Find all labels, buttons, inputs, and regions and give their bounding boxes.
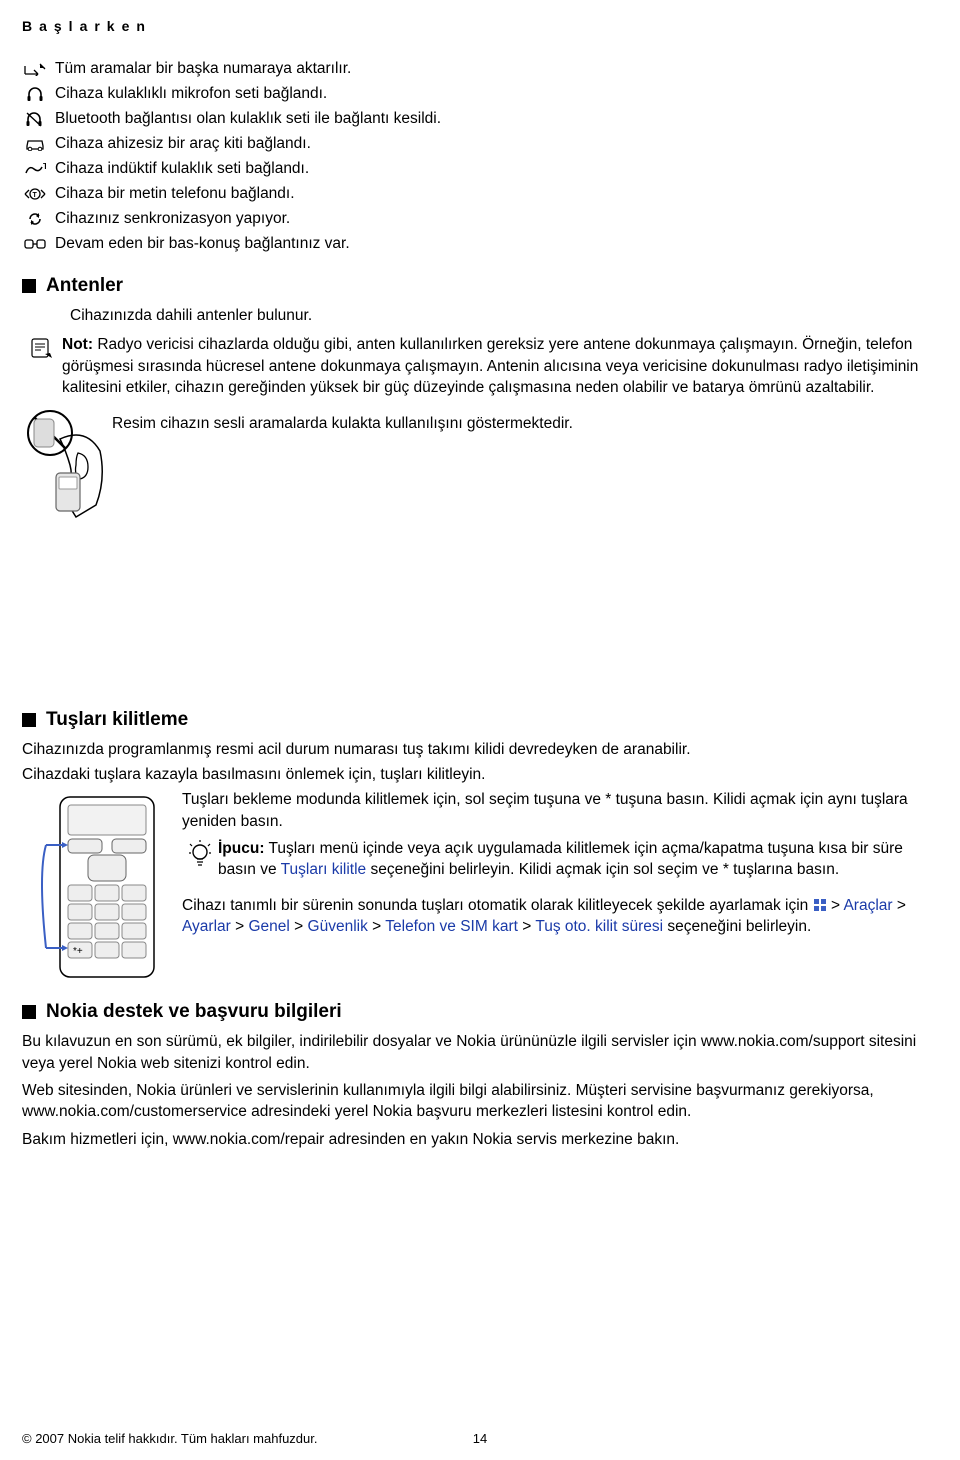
tip-body-b: seçeneğini belirleyin. Kilidi açmak için… [366, 861, 839, 878]
indicator-row: Bluetooth bağlantısı olan kulaklık seti … [22, 110, 938, 128]
p4-a: Cihazı tanımlı bir sürenin sonunda tuşla… [182, 897, 813, 914]
indicator-row: Cihazınız senkronizasyon yapıyor. [22, 210, 938, 228]
antenler-note: Not: Radyo vericisi cihazlarda olduğu gi… [62, 334, 938, 398]
nav2: Genel [249, 918, 290, 935]
antenler-p1: Cihazınızda dahili antenler bulunur. [70, 305, 938, 326]
nav1: Ayarlar [182, 918, 231, 935]
nav0: Araçlar [843, 897, 892, 914]
sep: > [231, 918, 249, 935]
ptt-icon [22, 235, 48, 253]
sync-icon [22, 210, 48, 228]
loopset-icon: T [22, 160, 48, 178]
antenler-p2: Resim cihazın sesli aramalarda kulakta k… [112, 409, 573, 434]
indicator-row: Tüm aramalar bir başka numaraya aktarılı… [22, 60, 938, 78]
indicator-row: Cihaza kulaklıklı mikrofon seti bağlandı… [22, 85, 938, 103]
menu-key-icon [813, 897, 827, 914]
note-label: Not: [62, 336, 93, 353]
svg-text:T: T [33, 192, 38, 199]
tip-label: İpucu: [218, 840, 265, 857]
indicator-row: T Cihaza bir metin telefonu bağlandı. [22, 185, 938, 203]
section-heading-tuslari: Tuşları kilitleme [22, 709, 938, 731]
indicator-text: Cihaza kulaklıklı mikrofon seti bağlandı… [55, 85, 327, 103]
indicator-row: Cihaza ahizesiz bir araç kiti bağlandı. [22, 135, 938, 153]
indicator-row: T Cihaza indüktif kulaklık seti bağlandı… [22, 160, 938, 178]
destek-p3: Bakım hizmetleri için, www.nokia.com/rep… [22, 1129, 938, 1150]
indicator-text: Bluetooth bağlantısı olan kulaklık seti … [55, 110, 441, 128]
tuslari-tip: İpucu: Tuşları menü içinde veya açık uyg… [218, 838, 938, 881]
section-heading-destek: Nokia destek ve başvuru bilgileri [22, 1001, 938, 1023]
indicator-text: Cihaza ahizesiz bir araç kiti bağlandı. [55, 135, 311, 153]
sep: > [368, 918, 385, 935]
nav5: Tuş oto. kilit süresi [535, 918, 663, 935]
tip-link: Tuşları kilitle [281, 861, 367, 878]
indicator-row: Devam eden bir bas-konuş bağlantınız var… [22, 235, 938, 253]
indicator-text: Cihaza indüktif kulaklık seti bağlandı. [55, 160, 309, 178]
destek-p1: Bu kılavuzun en son sürümü, ek bilgiler,… [22, 1031, 938, 1074]
nav4: Telefon ve SIM kart [385, 918, 518, 935]
note-icon [22, 334, 62, 360]
indicator-text: Devam eden bir bas-konuş bağlantınız var… [55, 235, 350, 253]
sep: > [831, 897, 844, 914]
forward-arrow-icon [22, 60, 48, 78]
tuslari-p2: Cihazdaki tuşlara kazayla basılmasını ön… [22, 764, 938, 785]
indicator-text: Cihazınız senkronizasyon yapıyor. [55, 210, 290, 228]
svg-text:*+: *+ [73, 946, 83, 957]
footer-page-number: 14 [473, 1431, 487, 1446]
tuslari-p1: Cihazınızda programlanmış resmi acil dur… [22, 739, 938, 760]
note-body: Radyo vericisi cihazlarda olduğu gibi, a… [62, 336, 918, 396]
sep: > [290, 918, 308, 935]
footer-copyright: © 2007 Nokia telif hakkıdır. Tüm hakları… [22, 1431, 317, 1446]
sep: > [518, 918, 535, 935]
p4-b: seçeneğini belirleyin. [663, 918, 811, 935]
tip-bulb-icon [182, 838, 218, 868]
svg-text:T: T [43, 162, 46, 171]
tuslari-p4: Cihazı tanımlı bir sürenin sonunda tuşla… [182, 895, 938, 938]
car-kit-icon [22, 135, 48, 153]
headphones-icon [22, 85, 48, 103]
running-header: Başlarken [22, 18, 938, 34]
nav3: Güvenlik [308, 918, 368, 935]
indicator-text: Cihaza bir metin telefonu bağlandı. [55, 185, 295, 203]
destek-p2: Web sitesinden, Nokia ürünleri ve servis… [22, 1080, 938, 1123]
tty-icon: T [22, 185, 48, 203]
indicator-text: Tüm aramalar bir başka numaraya aktarılı… [55, 60, 351, 78]
headset-disconnected-icon [22, 110, 48, 128]
ear-illustration [22, 409, 112, 519]
sep: > [893, 897, 906, 914]
tuslari-p3: Tuşları bekleme modunda kilitlemek için,… [182, 789, 938, 832]
keypad-illustration: *+ [22, 793, 182, 983]
section-heading-antenler: Antenler [22, 275, 938, 297]
